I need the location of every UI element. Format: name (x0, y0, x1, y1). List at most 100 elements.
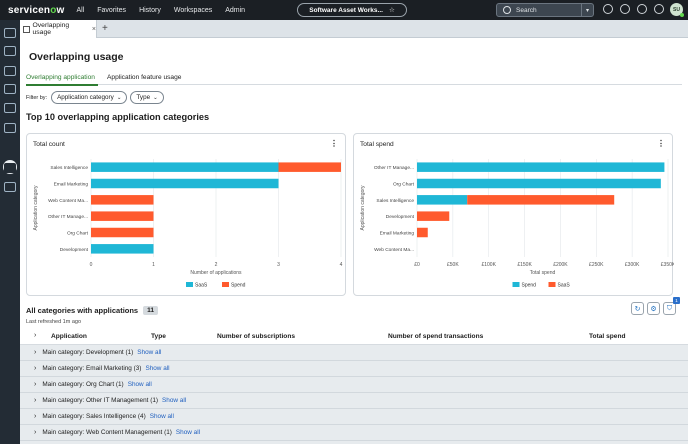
calendar-icon[interactable] (4, 123, 16, 133)
close-icon[interactable]: × (91, 25, 96, 33)
gear-icon: ⚙ (650, 305, 657, 313)
legend-swatch (222, 282, 229, 287)
tab-overlapping-usage[interactable]: Overlapping usage × (20, 20, 97, 38)
x-tick-label: £350K (661, 262, 674, 268)
column-type[interactable]: Type (151, 333, 166, 340)
tab-application-feature-usage[interactable]: Application feature usage (107, 74, 182, 81)
nav-favorites[interactable]: Favorites (97, 6, 127, 14)
wrench-icon[interactable] (4, 46, 16, 56)
left-sidebar (0, 20, 20, 444)
section-title: Top 10 overlapping application categorie… (26, 112, 210, 122)
analytics-icon[interactable] (4, 103, 16, 113)
notifications-icon[interactable] (654, 4, 664, 14)
show-all-link[interactable]: Show all (149, 413, 174, 420)
column-spend-transactions[interactable]: Number of spend transactions (388, 333, 484, 340)
show-all-link[interactable]: Show all (162, 397, 187, 404)
table-row[interactable]: › Main category: Org Chart (1) Show all (20, 377, 688, 393)
workspace-pill[interactable]: Software Asset Works... ☆ (297, 3, 407, 17)
table-header: All categories with applications 11 (26, 306, 159, 315)
y-tick-label: Web Content Ma... (374, 247, 414, 253)
x-axis-label: Number of applications (190, 270, 242, 276)
bar-saas (91, 162, 279, 172)
table-head: › Application Type Number of subscriptio… (20, 329, 688, 345)
avatar[interactable]: SU (670, 3, 684, 17)
table-row[interactable]: › Main category: Web Content Management (… (20, 425, 688, 441)
home-icon[interactable] (4, 28, 16, 38)
settings-button[interactable]: ⚙ (647, 302, 660, 315)
x-tick-label: £50K (447, 262, 459, 268)
legend-label: SaaS (195, 283, 208, 289)
bar-spend (417, 195, 468, 205)
more-options-icon[interactable]: ⋮ (330, 139, 338, 148)
table-row[interactable]: › Main category: Sales Intelligence (4) Sh… (20, 409, 688, 425)
table-row[interactable]: › Main category: Email Marketing (3) Show … (20, 361, 688, 377)
y-tick-label: Sales Intelligence (376, 198, 414, 204)
x-tick-label: £100K (481, 262, 496, 268)
add-tab-icon[interactable]: + (102, 23, 108, 34)
nav-admin[interactable]: Admin (225, 6, 246, 14)
tab-overlapping-application[interactable]: Overlapping application (26, 74, 95, 81)
star-icon[interactable]: ☆ (388, 7, 395, 14)
chevron-down-icon[interactable]: ▾ (581, 4, 593, 16)
expand-all-icon[interactable]: › (34, 332, 37, 339)
workspace-pill-label: Software Asset Works... (309, 6, 383, 14)
x-tick-label: 1 (152, 262, 155, 268)
show-all-link[interactable]: Show all (175, 429, 201, 436)
filter-button[interactable]: ⛉ (663, 302, 676, 315)
global-search[interactable]: Search ▾ (496, 3, 594, 17)
last-refreshed: Last refreshed 1m ago (26, 319, 82, 325)
bar-spend (278, 162, 341, 172)
table-row[interactable]: › Main category: Other IT Management (1) S… (20, 393, 688, 409)
column-subscriptions[interactable]: Number of subscriptions (217, 333, 296, 340)
more-options-icon[interactable]: ⋮ (657, 139, 665, 148)
chevron-right-icon[interactable]: › (34, 413, 37, 420)
x-axis-label: Total spend (530, 270, 556, 276)
legend-label: Spend (231, 283, 246, 289)
servicenow-logo[interactable]: servicenow (8, 4, 65, 16)
bar-spend (417, 162, 665, 172)
table-body: › Main category: Development (1) Show all … (20, 345, 688, 444)
nav-workspaces[interactable]: Workspaces (173, 6, 213, 14)
show-all-link[interactable]: Show all (127, 381, 152, 388)
categories-table: › Application Type Number of subscriptio… (20, 329, 688, 444)
active-marker (4, 163, 16, 173)
x-tick-label: £300K (625, 262, 640, 268)
legend-swatch (186, 282, 193, 287)
legend-label: Spend (522, 283, 537, 289)
filter-row: Filter by: Application category ⌄ Type ⌄ (26, 91, 167, 104)
refresh-button[interactable]: ↻ (631, 302, 644, 315)
nav-all[interactable]: All (76, 6, 85, 14)
table-row[interactable]: › Main category: Development (1) Show all (20, 345, 688, 361)
show-all-link[interactable]: Show all (137, 349, 162, 356)
chart-title: Total spend (360, 141, 394, 148)
page-title: Overlapping usage (29, 51, 124, 63)
bar-saas (91, 178, 279, 189)
total-count-card: Total count ⋮ 0 1 2 3 4 Sales Intelligence Ema… (26, 133, 346, 296)
chevron-right-icon[interactable]: › (34, 381, 37, 388)
chevron-right-icon[interactable]: › (34, 365, 37, 372)
subtabs: Overlapping application Application feat… (26, 72, 682, 86)
chat-icon[interactable] (620, 4, 630, 14)
search-settings-icon[interactable] (4, 66, 16, 76)
filter-label: Filter by: (26, 94, 48, 101)
chevron-right-icon[interactable]: › (34, 397, 37, 404)
legend-swatch (548, 282, 556, 287)
nav-history[interactable]: History (139, 6, 161, 14)
show-all-link[interactable]: Show all (145, 365, 170, 372)
dashboard-icon[interactable] (4, 84, 16, 94)
table-title: All categories with applications (26, 306, 139, 315)
inbox-icon[interactable] (4, 182, 16, 192)
chevron-right-icon[interactable]: › (34, 429, 37, 436)
filter-type[interactable]: Type ⌄ (130, 91, 164, 104)
column-total-spend[interactable]: Total spend (589, 333, 626, 340)
filter-application-category[interactable]: Application category ⌄ (51, 91, 128, 104)
column-application[interactable]: Application (51, 333, 87, 340)
help-icon[interactable] (637, 4, 647, 14)
total-spend-card: Total spend ⋮ £0 £50K £100K £150K £200K £250K… (353, 133, 674, 296)
legend-swatch (512, 282, 520, 287)
chevron-right-icon[interactable]: › (34, 349, 37, 356)
y-axis-label: Application category (33, 185, 39, 231)
page-icon (23, 25, 30, 33)
globe-icon[interactable] (603, 4, 613, 14)
search-input[interactable]: Search (516, 6, 537, 14)
